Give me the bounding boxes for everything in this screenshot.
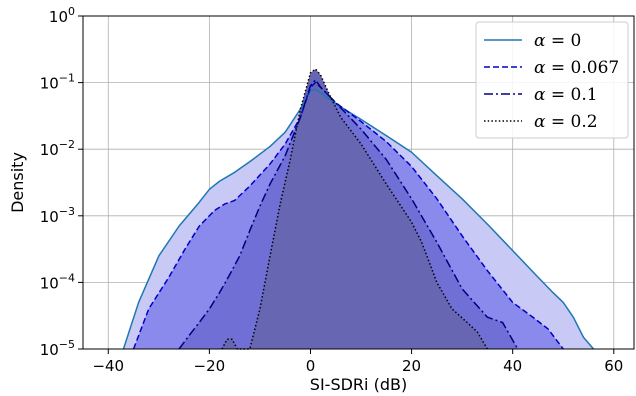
plot-frame [82,15,635,350]
y-tick-label-1: 10−4 [40,271,75,292]
legend: α = 0 α = 0.067 α = 0.1 α = 0.2 [475,21,629,139]
axes: −40 −20 0 20 40 60 10−5 10−4 10−3 10−2 10−1 100 [40,5,635,375]
y-axis-title: Density [8,152,27,213]
legend-label-3: α = 0.2 [534,112,598,132]
y-tick-label-0: 10−5 [40,338,75,359]
x-tick-label-2: 0 [306,357,316,375]
x-axis-title: SI-SDRi (dB) [310,375,407,394]
series-line-0 [122,88,595,350]
y-tick-label-5: 100 [49,5,75,26]
legend-box [475,21,629,139]
legend-label-0: α = 0 [534,31,581,51]
y-tick-label-2: 10−3 [40,205,75,226]
x-tick-label-0: −40 [92,357,124,375]
x-tick-label-1: −20 [194,357,226,375]
x-tick-label-4: 40 [503,357,522,375]
series-fill-3 [222,69,488,349]
series-layer [122,68,595,350]
series-line-1 [132,81,564,350]
x-tick-label-5: 60 [604,357,623,375]
legend-label-2: α = 0.1 [534,85,598,105]
legend-label-1: α = 0.067 [534,58,619,78]
x-tick-label-3: 20 [402,357,421,375]
y-tick-label-4: 10−1 [40,72,75,93]
y-tick-label-3: 10−2 [40,138,75,159]
series-line-2 [178,79,519,350]
